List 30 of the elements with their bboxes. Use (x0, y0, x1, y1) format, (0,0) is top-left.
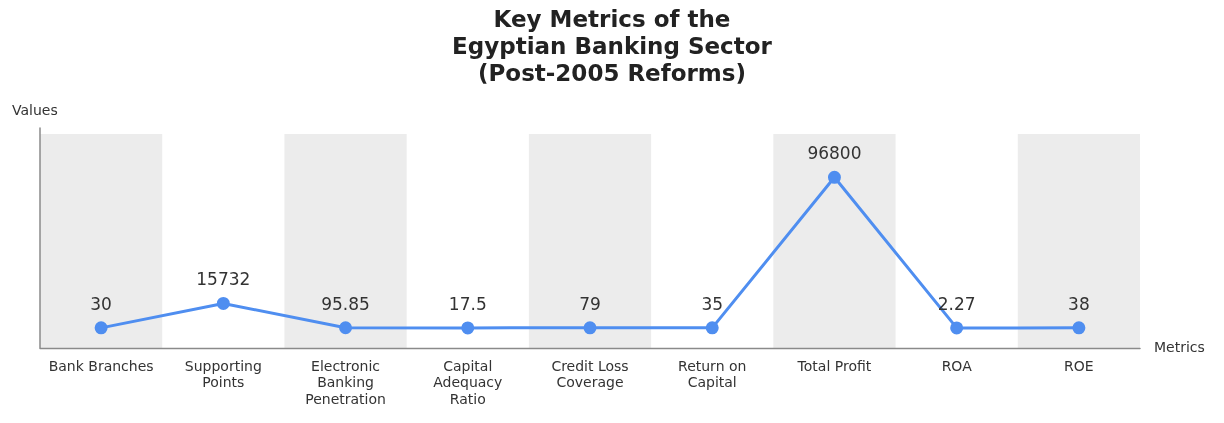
data-label: 79 (579, 293, 601, 314)
x-tick-label: Return on Capital (678, 357, 747, 391)
x-axis-title: Metrics (1154, 339, 1205, 356)
y-axis-title: Values (12, 101, 58, 118)
x-tick-label: Electronic Banking Penetration (305, 357, 386, 408)
data-label: 95.85 (321, 293, 370, 314)
point (583, 321, 597, 335)
point (94, 321, 108, 335)
data-label: 96800 (807, 143, 862, 164)
x-tick-label: Bank Branches (48, 357, 154, 374)
data-label: 17.5 (448, 293, 487, 314)
x-tick-label: ROE (1064, 357, 1094, 374)
point (216, 296, 230, 310)
data-label: 35 (701, 293, 724, 314)
point (461, 321, 475, 335)
x-tick-label: Capital Adequacy Ratio (433, 357, 503, 408)
point (1072, 321, 1086, 335)
data-label: 2.27 (937, 293, 976, 314)
data-label: 38 (1068, 293, 1090, 314)
x-tick-label: ROA (941, 357, 973, 374)
x-tick-label: Total Profit (796, 357, 872, 374)
x-tick-label: Credit Loss Coverage (551, 357, 629, 391)
point (950, 321, 964, 335)
data-label: 30 (90, 293, 112, 314)
point (339, 321, 353, 335)
x-tick-label: Supporting Points (184, 357, 262, 391)
data-label: 15732 (196, 269, 251, 290)
point (705, 321, 719, 335)
point (827, 170, 841, 184)
chart-title: Key Metrics of the Egyptian Banking Sector (Post-2005 Reforms) (451, 6, 773, 87)
